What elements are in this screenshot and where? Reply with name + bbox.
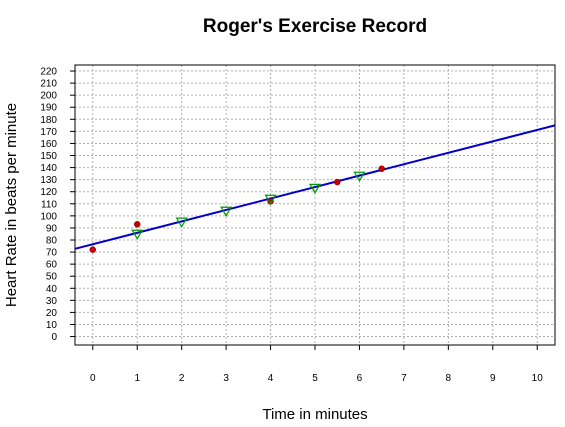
y-tick-label: 10 [46, 320, 58, 331]
y-tick-label: 220 [40, 67, 57, 78]
x-tick-label: 4 [268, 373, 274, 384]
data-point-triangle [131, 229, 144, 240]
data-point-circle [333, 178, 341, 186]
data-point-triangle [353, 171, 366, 182]
y-tick-label: 70 [46, 248, 58, 259]
y-tick-label: 50 [46, 272, 58, 283]
y-tick-label: 160 [40, 139, 57, 150]
y-tick-label: 150 [40, 151, 57, 162]
y-tick-label: 40 [46, 284, 58, 295]
trend-line-group [74, 124, 556, 250]
x-tick-label: 8 [446, 373, 452, 384]
x-tick-label: 2 [179, 373, 185, 384]
grid [75, 65, 555, 345]
data-point-triangle [175, 217, 188, 228]
x-axis-label: Time in minutes [262, 406, 367, 423]
x-tick-label: 6 [357, 373, 363, 384]
y-tick-label: 200 [40, 91, 57, 102]
y-tick-label: 80 [46, 236, 58, 247]
x-tick-label: 5 [312, 373, 318, 384]
y-tick-label: 60 [46, 260, 58, 271]
x-tick-label: 0 [90, 373, 96, 384]
data-point-triangle [220, 206, 233, 217]
data-point-triangle [308, 183, 322, 195]
x-tick-label: 9 [490, 373, 496, 384]
data-point-circle [89, 246, 97, 253]
x-tick-label: 10 [532, 373, 544, 384]
y-axis-label: Heart Rate in beats per minute [3, 103, 20, 307]
trend-line [74, 124, 556, 250]
data-point-circle [133, 221, 141, 228]
y-tick-label: 100 [40, 211, 57, 222]
chart-title: Roger's Exercise Record [203, 16, 427, 37]
y-tick-label: 30 [46, 296, 58, 307]
y-tick-label: 90 [46, 223, 58, 234]
y-tick-label: 120 [40, 187, 57, 198]
x-axis: 0 1 2 3 4 5 6 7 8 9 10 [90, 345, 543, 384]
data-point-circle [378, 165, 385, 173]
y-tick-label: 190 [40, 103, 57, 114]
y-tick-label: 140 [40, 163, 57, 174]
x-tick-label: 1 [134, 373, 140, 384]
x-tick-label: 3 [223, 373, 229, 384]
y-tick-label: 130 [40, 175, 57, 186]
y-tick-label: 170 [40, 127, 57, 138]
y-tick-label: 0 [51, 332, 57, 343]
x-tick-label: 7 [401, 373, 407, 384]
y-tick-label: 210 [40, 79, 57, 90]
data-point-triangle [264, 194, 277, 205]
y-tick-label: 180 [40, 115, 57, 126]
y-tick-label: 110 [41, 199, 57, 210]
data-points [89, 165, 385, 253]
y-tick-label: 20 [46, 308, 58, 319]
